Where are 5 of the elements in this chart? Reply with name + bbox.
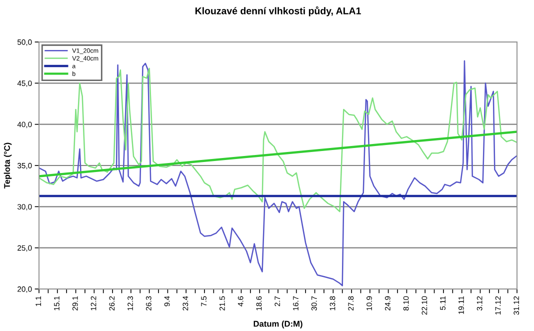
chart-title: Klouzavé denní vlhkosti půdy, ALA1 — [195, 6, 361, 16]
line-series — [39, 68, 517, 212]
y-axis-title: Teplota (°C) — [4, 142, 12, 189]
line-series — [39, 60, 517, 286]
x-axis-title: Datum (D:M) — [254, 320, 302, 328]
